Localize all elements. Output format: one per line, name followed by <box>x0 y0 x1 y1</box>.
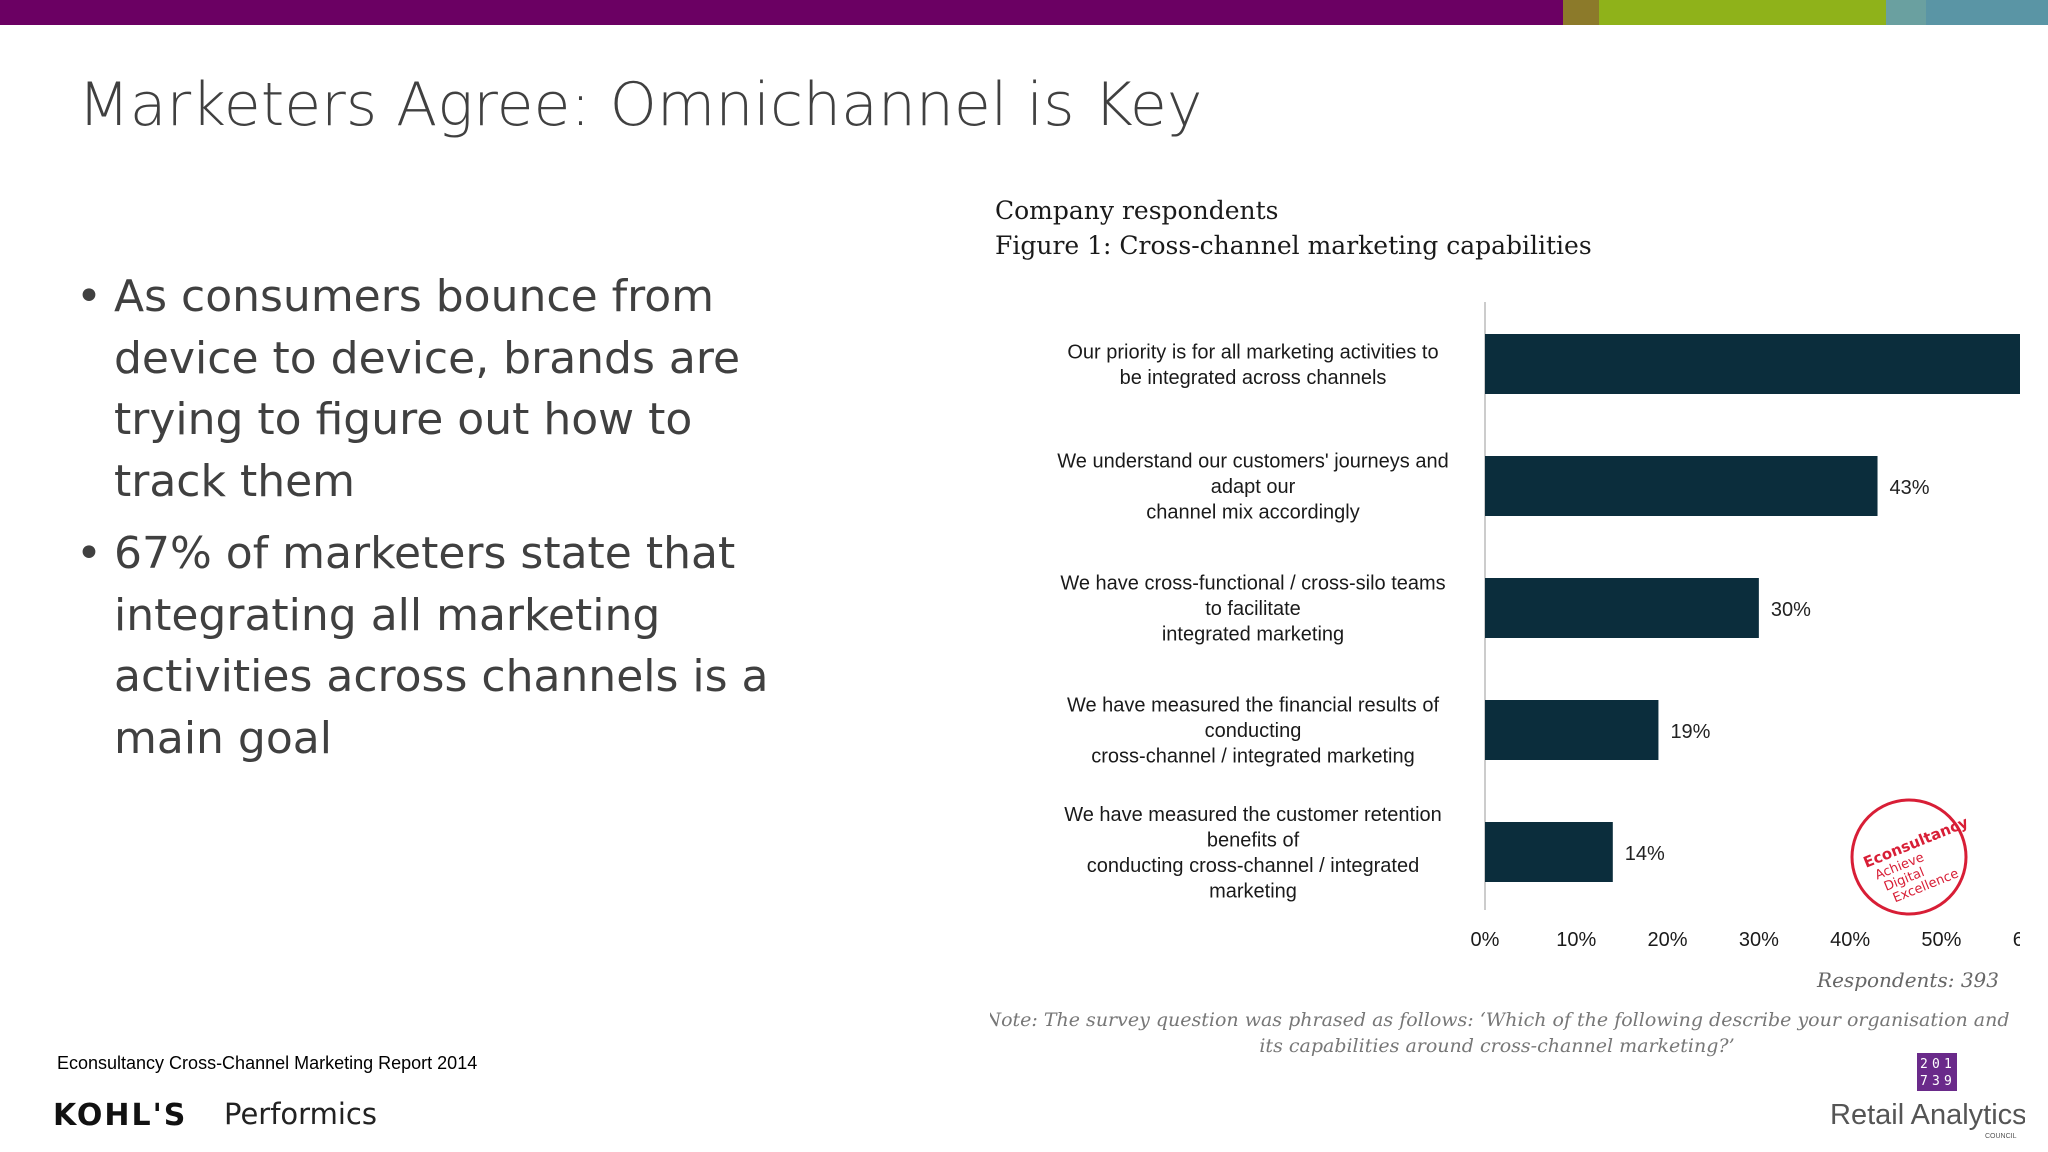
x-tick-label: 60% <box>2013 929 2020 951</box>
bullet-dot: • <box>76 271 102 322</box>
svg-text:2: 2 <box>1920 1057 1928 1072</box>
x-tick-label: 0% <box>1471 929 1500 951</box>
category-label: conducting cross-channel / integrated <box>1087 855 1419 877</box>
x-tick-label: 40% <box>1830 929 1870 951</box>
category-label: to facilitate <box>1205 598 1301 620</box>
category-label: integrated marketing <box>1162 624 1344 646</box>
category-label: We have cross-functional / cross-silo te… <box>1060 573 1445 595</box>
bullet-list: • As consumers bounce from device to dev… <box>76 266 796 780</box>
bar <box>1485 456 1878 516</box>
category-label: Our priority is for all marketing activi… <box>1067 341 1438 363</box>
top-bar-olive <box>1563 0 1599 25</box>
x-tick-label: 20% <box>1648 929 1688 951</box>
bullet-text: As consumers bounce from device to devic… <box>114 271 741 507</box>
svg-text:9: 9 <box>1944 1074 1952 1089</box>
top-bar-teal <box>1886 0 1926 25</box>
bullet-item: • As consumers bounce from device to dev… <box>76 266 796 512</box>
svg-text:7: 7 <box>1920 1074 1928 1089</box>
category-label: be integrated across channels <box>1120 367 1387 389</box>
category-label: benefits of <box>1207 829 1300 851</box>
category-label: We understand our customers' journeys an… <box>1057 451 1448 473</box>
figure-title: Figure 1: Cross-channel marketing capabi… <box>995 231 1592 260</box>
category-label: We have measured the customer retention <box>1064 804 1442 826</box>
performics-logo: Performics <box>224 1097 377 1131</box>
bar-value-label: 43% <box>1890 477 1930 499</box>
figure-subtitle: Company respondents <box>995 196 1279 225</box>
svg-text:3: 3 <box>1932 1074 1940 1089</box>
bar <box>1485 578 1759 638</box>
bullet-dot: • <box>76 528 102 579</box>
top-bar-green <box>1599 0 1886 25</box>
x-tick-label: 50% <box>1921 929 1961 951</box>
econsultancy-badge: Econsultancy Achieve Digital Excellence <box>1850 798 1969 916</box>
source-note: Econsultancy Cross-Channel Marketing Rep… <box>57 1053 478 1073</box>
x-tick-label: 30% <box>1739 929 1779 951</box>
bullet-item: • 67% of marketers state that integratin… <box>76 523 796 769</box>
bar-chart: 67%Our priority is for all marketing act… <box>990 302 2020 1057</box>
survey-note: its capabilities around cross-channel ma… <box>1259 1035 1734 1057</box>
top-bar-blue <box>1926 0 2048 25</box>
x-tick-label: 10% <box>1556 929 1596 951</box>
top-bar-purple <box>0 0 1563 25</box>
top-color-bar <box>0 0 2048 25</box>
bar <box>1485 822 1613 882</box>
category-label: channel mix accordingly <box>1146 502 1359 524</box>
slide-title: Marketers Agree: Omnichannel is Key <box>78 70 1203 140</box>
respondents-count: Respondents: 393 <box>1816 968 1999 992</box>
svg-text:0: 0 <box>1932 1057 1940 1072</box>
category-label: cross-channel / integrated marketing <box>1091 746 1415 768</box>
bar <box>1485 334 2020 394</box>
bar-value-label: 14% <box>1625 843 1665 865</box>
figure-block: Company respondents Figure 1: Cross-chan… <box>990 190 2020 1070</box>
bar-value-label: 19% <box>1670 721 1710 743</box>
rac-council: COUNCIL <box>1985 1133 2017 1140</box>
survey-note: Note: The survey question was phrased as… <box>990 1009 2010 1031</box>
category-label: We have measured the financial results o… <box>1067 695 1439 717</box>
category-label: conducting <box>1205 720 1302 742</box>
bullet-text: 67% of marketers state that integrating … <box>114 528 769 764</box>
bar <box>1485 700 1659 760</box>
category-label: adapt our <box>1211 476 1296 498</box>
rac-wordmark: Retail Analytics <box>1830 1099 2025 1131</box>
category-label: marketing <box>1209 880 1297 902</box>
retail-analytics-council-logo: 2 0 1 7 3 9 Retail Analytics COUNCIL <box>1830 1053 2025 1140</box>
svg-text:1: 1 <box>1944 1057 1952 1072</box>
kohls-logo: KOHL'S <box>53 1098 188 1133</box>
bar-value-label: 30% <box>1771 599 1811 621</box>
